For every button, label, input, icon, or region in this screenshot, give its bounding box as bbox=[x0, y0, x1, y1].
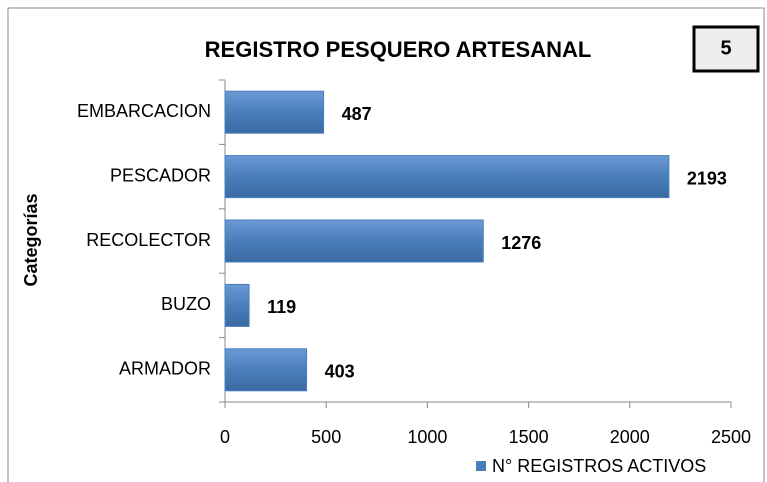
data-label: 403 bbox=[325, 362, 355, 382]
x-tick-label: 2500 bbox=[711, 427, 751, 447]
bar bbox=[224, 283, 250, 327]
badge-text: 5 bbox=[720, 37, 731, 59]
badge bbox=[692, 25, 760, 73]
x-tick-label: 2000 bbox=[610, 427, 650, 447]
x-tick-label: 0 bbox=[220, 427, 230, 447]
bar bbox=[224, 90, 325, 134]
x-tick-label: 1000 bbox=[407, 427, 447, 447]
data-label: 119 bbox=[267, 297, 296, 317]
chart-title: REGISTRO PESQUERO ARTESANAL bbox=[205, 37, 592, 62]
data-label: 2193 bbox=[687, 168, 727, 188]
x-tick-label: 1500 bbox=[509, 427, 549, 447]
bar bbox=[224, 348, 308, 392]
legend-label: N° REGISTROS ACTIVOS bbox=[492, 456, 706, 476]
legend-swatch bbox=[476, 461, 486, 471]
y-axis-label: Categorías bbox=[21, 193, 41, 286]
y-tick-label: PESCADOR bbox=[110, 165, 211, 185]
y-tick-label: EMBARCACION bbox=[77, 101, 211, 121]
data-label: 487 bbox=[342, 104, 372, 124]
y-tick-label: RECOLECTOR bbox=[86, 230, 211, 250]
bar bbox=[224, 155, 670, 199]
data-label: 1276 bbox=[501, 233, 541, 253]
x-tick-label: 500 bbox=[311, 427, 341, 447]
bar bbox=[224, 219, 484, 263]
y-tick-label: BUZO bbox=[161, 294, 211, 314]
y-tick-label: ARMADOR bbox=[119, 359, 211, 379]
